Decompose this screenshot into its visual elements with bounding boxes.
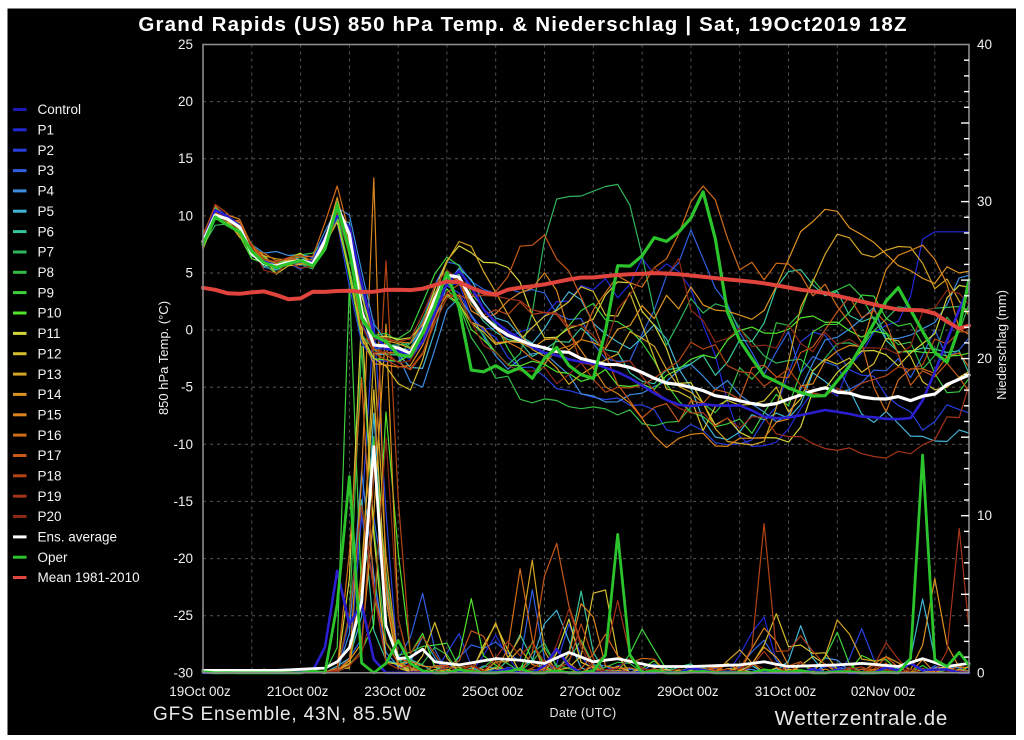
svg-text:Grand Rapids (US) 850 hPa Te: Grand Rapids (US) 850 hPa Temp. & Nieder… <box>138 13 907 36</box>
svg-text:0: 0 <box>977 665 985 680</box>
svg-text:P9: P9 <box>38 285 55 300</box>
svg-text:25Oct 00z: 25Oct 00z <box>462 684 524 699</box>
svg-text:P4: P4 <box>38 184 55 199</box>
svg-text:-5: -5 <box>181 380 193 395</box>
svg-text:P2: P2 <box>38 143 55 158</box>
svg-text:P8: P8 <box>38 265 55 280</box>
svg-text:10: 10 <box>977 508 992 523</box>
svg-text:P20: P20 <box>38 509 62 524</box>
svg-text:850 hPa Temp. (°C): 850 hPa Temp. (°C) <box>156 301 171 415</box>
svg-text:P19: P19 <box>38 489 62 504</box>
svg-text:Niederschlag (mm): Niederschlag (mm) <box>994 290 1009 400</box>
svg-text:23Oct 00z: 23Oct 00z <box>364 684 426 699</box>
svg-text:10: 10 <box>178 208 193 223</box>
svg-text:P16: P16 <box>38 428 62 443</box>
svg-text:-20: -20 <box>173 551 193 566</box>
svg-text:19Oct 00z: 19Oct 00z <box>169 684 231 699</box>
svg-text:0: 0 <box>185 323 193 338</box>
svg-text:21Oct 00z: 21Oct 00z <box>267 684 329 699</box>
svg-text:-25: -25 <box>173 608 193 623</box>
svg-text:P17: P17 <box>38 448 62 463</box>
svg-text:P12: P12 <box>38 346 62 361</box>
svg-text:27Oct 00z: 27Oct 00z <box>560 684 622 699</box>
svg-text:P10: P10 <box>38 306 62 321</box>
svg-text:20: 20 <box>977 351 992 366</box>
svg-text:P5: P5 <box>38 204 55 219</box>
svg-text:P6: P6 <box>38 224 55 239</box>
svg-text:-10: -10 <box>173 437 193 452</box>
svg-text:40: 40 <box>977 37 992 52</box>
svg-text:20: 20 <box>178 94 193 109</box>
svg-text:Ens. average: Ens. average <box>38 530 118 545</box>
svg-text:P7: P7 <box>38 245 55 260</box>
svg-text:P15: P15 <box>38 407 62 422</box>
svg-text:P3: P3 <box>38 163 55 178</box>
svg-text:Mean 1981-2010: Mean 1981-2010 <box>38 570 140 585</box>
svg-text:P18: P18 <box>38 469 62 484</box>
svg-text:5: 5 <box>185 266 193 281</box>
svg-text:P1: P1 <box>38 123 55 138</box>
svg-text:Wetterzentrale.de: Wetterzentrale.de <box>775 707 948 730</box>
svg-text:02Nov 00z: 02Nov 00z <box>851 684 916 699</box>
svg-text:P13: P13 <box>38 367 62 382</box>
svg-text:-15: -15 <box>173 494 193 509</box>
svg-text:31Oct 00z: 31Oct 00z <box>755 684 817 699</box>
svg-text:P14: P14 <box>38 387 63 402</box>
svg-text:15: 15 <box>178 151 193 166</box>
svg-text:29Oct 00z: 29Oct 00z <box>657 684 719 699</box>
svg-text:Oper: Oper <box>38 550 69 565</box>
svg-text:GFS Ensemble, 43N, 85.5W: GFS Ensemble, 43N, 85.5W <box>153 704 412 725</box>
svg-text:Control: Control <box>38 102 82 117</box>
svg-text:25: 25 <box>178 37 193 52</box>
svg-text:-30: -30 <box>173 665 193 680</box>
svg-text:30: 30 <box>977 194 992 209</box>
svg-text:P11: P11 <box>38 326 61 341</box>
svg-text:Date (UTC): Date (UTC) <box>550 706 617 720</box>
